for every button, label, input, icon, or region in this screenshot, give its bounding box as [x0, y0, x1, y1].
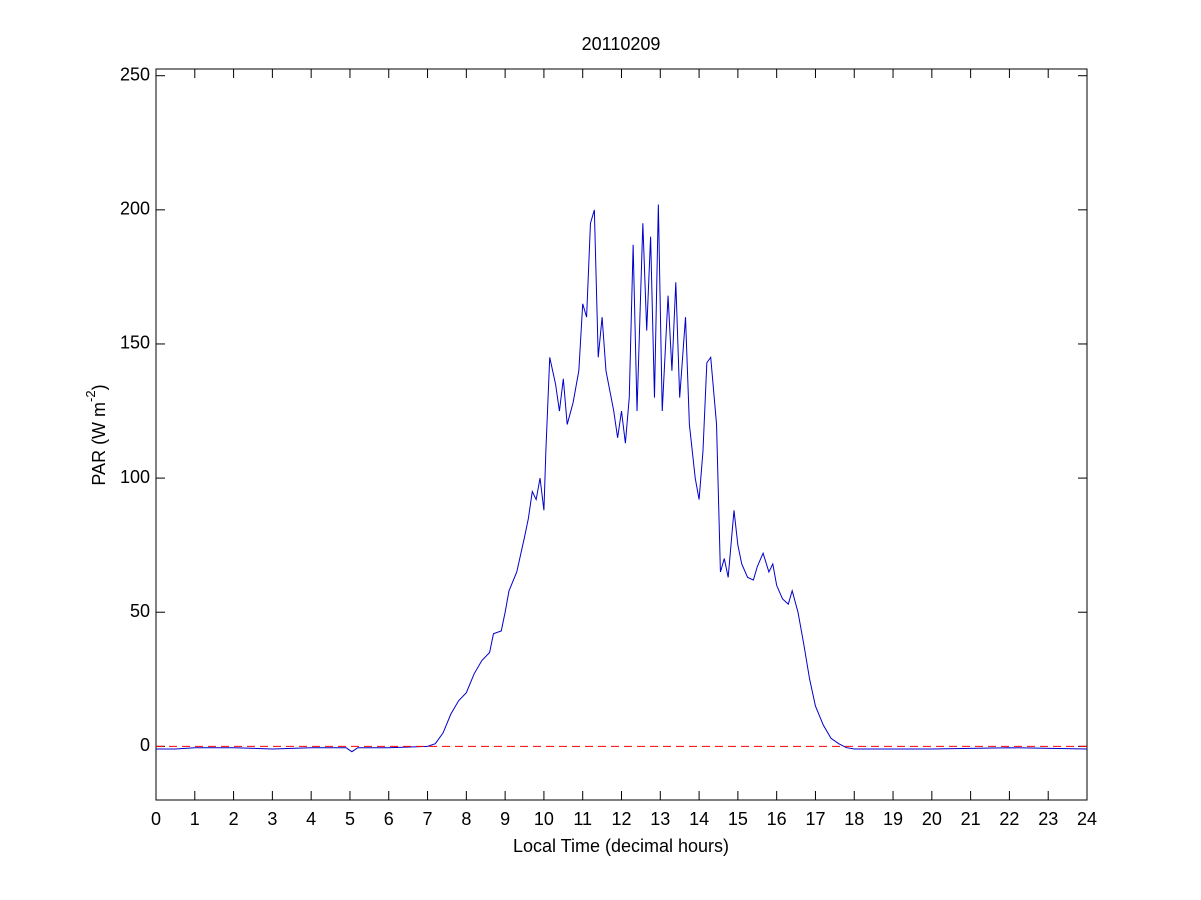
x-tick-label: 11	[573, 809, 592, 829]
plot-box	[155, 68, 1088, 801]
x-tick-label: 10	[534, 809, 554, 829]
y-label-sup: -2	[83, 390, 98, 402]
x-tick-label: 22	[999, 809, 1019, 829]
x-tick-label: 0	[151, 809, 161, 829]
y-label-text: PAR (W m	[89, 402, 109, 486]
x-tick-label: 6	[384, 809, 394, 829]
y-label-end: )	[89, 384, 109, 390]
y-tick-label: 50	[130, 601, 150, 621]
x-tick-label: 17	[805, 809, 825, 829]
x-tick-label: 2	[229, 809, 239, 829]
y-tick-label: 200	[120, 199, 150, 219]
x-tick-label: 18	[844, 809, 864, 829]
x-tick-label: 3	[267, 809, 277, 829]
y-axis-label: PAR (W m-2)	[83, 384, 108, 485]
y-tick-label: 100	[120, 467, 150, 487]
data-line	[156, 204, 1088, 753]
x-tick-label: 16	[767, 809, 787, 829]
x-tick-label: 13	[650, 809, 670, 829]
x-tick-label: 24	[1077, 809, 1097, 829]
x-tick-label: 7	[423, 809, 433, 829]
chart-title: 20110209	[582, 34, 661, 54]
x-axis-label: Local Time (decimal hours)	[513, 836, 729, 856]
x-tick-label: 14	[689, 809, 709, 829]
x-tick-label: 1	[190, 809, 200, 829]
x-tick-label: 23	[1038, 809, 1058, 829]
x-tick-label: 8	[461, 809, 471, 829]
x-tick-label: 9	[500, 809, 510, 829]
x-tick-label: 4	[306, 809, 316, 829]
y-tick-label: 150	[120, 333, 150, 353]
x-tick-label: 20	[922, 809, 942, 829]
x-tick-label: 12	[611, 809, 631, 829]
y-tick-label: 250	[120, 64, 150, 84]
x-tick-label: 5	[345, 809, 355, 829]
x-tick-label: 21	[961, 809, 981, 829]
x-tick-label: 15	[728, 809, 748, 829]
x-tick-label: 19	[883, 809, 903, 829]
y-tick-label: 0	[140, 735, 150, 755]
